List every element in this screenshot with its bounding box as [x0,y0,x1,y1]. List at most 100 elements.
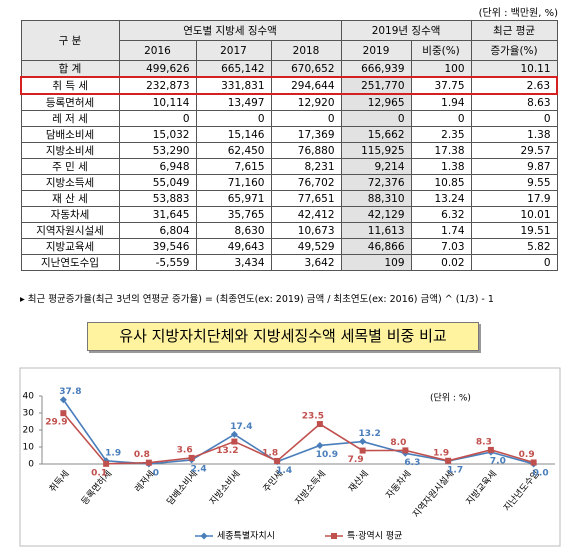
row-label: 담배소비세 [20,126,120,143]
x-tick-label: 재산세 [346,468,370,494]
data-label: 7.0 [490,457,506,467]
table-cell: 88,310 [340,190,412,207]
header-cell: 최근 평균 [470,20,558,41]
chart-frame [19,367,561,547]
table-cell: 0 [270,110,342,127]
table-cell: 53,883 [118,190,197,207]
table-cell: 42,129 [340,206,412,223]
y-tick-label: 10 [23,443,35,453]
header-cell: 증가율(%) [470,40,558,61]
data-label: 1.9 [105,448,121,458]
table-cell: 39,546 [118,238,197,255]
legend-marker [331,533,337,539]
point [145,459,152,466]
table-cell: 15,662 [340,126,412,143]
table-cell: 12,920 [270,93,342,111]
x-tick-label: 취득세 [47,468,71,494]
header-cell: 2018 [270,40,342,61]
data-label: 8.0 [390,438,406,448]
table-row: 재 산 세 53,883 65,971 77,651 88,310 13.24 17.9 [20,190,558,207]
table-row: 지역자원시설세 6,804 8,630 10,673 11,613 1.74 19.51 [20,222,558,239]
table-row: 자동차세 31,645 35,765 42,412 42,129 6.32 10.01 [20,206,558,223]
table-cell: 46,866 [340,238,412,255]
point [231,438,238,445]
table-row: 등록면허세 10,114 13,497 12,920 12,965 1.94 8.63 [20,93,558,111]
table-cell: 77,651 [270,190,342,207]
table-cell: 666,939 [340,60,412,78]
point [316,441,324,449]
table-cell: 0 [118,110,197,127]
table-cell: 1.94 [410,93,472,111]
table-cell: 2.35 [410,126,472,143]
row-label: 지역자원시설세 [20,222,120,239]
table-cell: 670,652 [270,60,342,78]
row-label: 지방소비세 [20,142,120,159]
legend-label: 세종특별자치시 [217,530,275,542]
table-cell: 31,645 [118,206,197,223]
point [487,446,494,453]
x-tick-label: 지역자원시설세 [411,468,457,519]
header-cell: 비중(%) [410,40,472,61]
y-tick-label: 30 [23,409,35,419]
point [103,460,110,467]
data-label: 23.5 [302,412,324,422]
point [402,447,409,454]
table-cell: 15,146 [195,126,272,143]
table-cell: 10,673 [270,222,342,239]
row-label: 합 계 [20,60,120,78]
table-row: 지방소비세 53,290 62,450 76,880 115,925 17.38 29.57 [20,142,558,159]
table-cell: 100 [410,60,472,78]
data-label: 1.7 [447,466,463,476]
table-cell: 71,160 [195,174,272,191]
table-cell: 3,642 [270,254,342,271]
point [188,454,195,461]
table-cell: 0 [195,110,272,127]
table-cell: 17,369 [270,126,342,143]
row-label: 등록면허세 [20,93,120,111]
table-cell: 76,880 [270,142,342,159]
table-cell: 17.9 [470,190,558,207]
point [59,396,67,404]
table-cell: 37.75 [410,76,472,95]
table-cell: 53,290 [118,142,197,159]
data-label: 13.2 [216,446,238,456]
table-row: 지방교육세 39,546 49,643 49,529 46,866 7.03 5.82 [20,238,558,255]
table-cell: 6.32 [410,206,472,223]
point [445,457,452,464]
section-banner: 유사 지방자치단체와 지방세징수액 세목별 비중 비교 [87,322,479,351]
header-cell: 2019년 징수액 [340,20,472,41]
header-cell: 2019 [340,40,412,61]
series-line [62,412,534,465]
header-cell: 2017 [195,40,272,61]
x-tick-label: 지방교육세 [464,468,499,507]
legend-marker [200,532,208,540]
table-cell: 55,049 [118,174,197,191]
y-tick-label: 0 [28,460,34,470]
table-cell: 13,497 [195,93,272,111]
table-row: 지난연도수입 -5,559 3,434 3,642 109 0.02 0 [20,254,558,271]
point [274,457,281,464]
table-cell: 10.85 [410,174,472,191]
unit-note: (단위 : 백만원, %) [478,8,558,19]
data-label: 7.9 [348,455,364,465]
table-cell: 0.02 [410,254,472,271]
table-cell: 49,529 [270,238,342,255]
table-cell: 331,831 [195,76,272,95]
x-tick-label: 지방소비세 [208,468,243,507]
data-label: 2.4 [191,464,207,474]
table-row: 합 계 499,626 665,142 670,652 666,939 100 10.11 [20,60,558,78]
y-tick-label: 20 [23,426,35,436]
tax-table: 구 분 연도별 지방세 징수액 2019년 징수액 최근 평균 2016 201… [20,20,559,271]
table-row: 지방소득세 55,049 71,160 76,702 72,376 10.85 9.55 [20,174,558,191]
data-label: 0.9 [519,450,535,460]
header-cell: 연도별 지방세 징수액 [118,20,342,41]
row-label: 자동차세 [20,206,120,223]
x-tick-label: 자동차세 [383,468,413,501]
point [60,410,67,417]
point [530,459,537,466]
data-label: 1.9 [433,448,449,458]
table-cell: 9,214 [340,158,412,175]
table-cell: 17.38 [410,142,472,159]
